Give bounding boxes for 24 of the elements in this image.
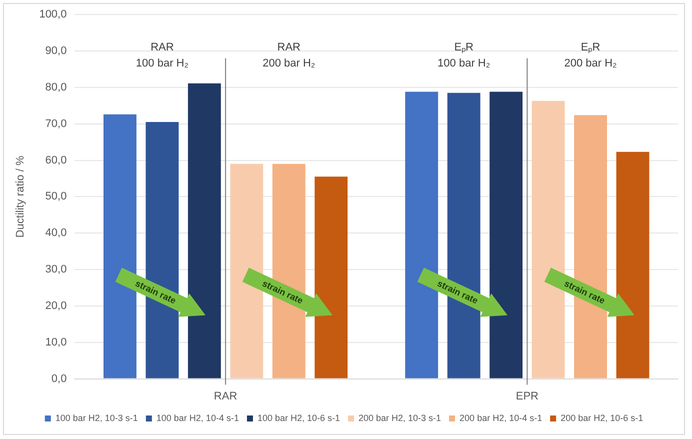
x-tick-label: EPR xyxy=(516,390,539,402)
legend-label: 200 bar H2, 10-4 s-1 xyxy=(460,412,542,423)
annotation: EₚR 100 bar H₂ xyxy=(438,41,490,70)
y-tick-label: 80,0 xyxy=(45,81,67,94)
y-tick-label: 90,0 xyxy=(45,45,67,58)
legend-label: 100 bar H2, 10-6 s-1 xyxy=(257,412,340,423)
x-tick-label: RAR xyxy=(214,390,238,402)
y-tick-label: 100,0 xyxy=(39,8,67,21)
annotation: RAR 200 bar H₂ xyxy=(262,41,316,70)
y-tick-label: 40,0 xyxy=(45,227,67,240)
y-tick-label: 20,0 xyxy=(45,300,67,312)
y-tick-label: 50,0 xyxy=(45,190,67,203)
y-tick-label: 10,0 xyxy=(45,336,67,348)
legend-label: 200 bar H2, 10-3 s-1 xyxy=(358,412,442,423)
legend-label: 200 bar H2, 10-6 s-1 xyxy=(560,412,644,423)
y-tick-label: 0,0 xyxy=(51,372,67,385)
y-tick-label: 30,0 xyxy=(45,264,67,276)
annotation: EₚR 200 bar H₂ xyxy=(564,41,617,70)
y-axis-title: Ductility ratio / % xyxy=(14,156,27,238)
legend-label: 100 bar H2, 10-4 s-1 xyxy=(156,412,239,423)
y-tick-label: 70,0 xyxy=(45,118,67,130)
annotation: RAR 100 bar H₂ xyxy=(136,41,188,70)
legend-label: 100 bar H2, 10-3 s-1 xyxy=(55,412,138,423)
y-tick-label: 60,0 xyxy=(45,154,67,166)
